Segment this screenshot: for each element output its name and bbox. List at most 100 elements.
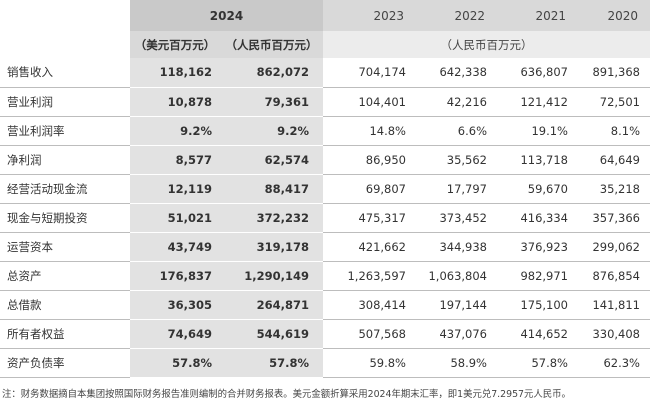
value-2023: 1,263,597 bbox=[323, 261, 416, 291]
value-2024-usd: 51,021 bbox=[130, 203, 220, 233]
value-2024-rmb: 1,290,149 bbox=[220, 261, 323, 291]
table-row: 运营资本 43,749 319,178 421,662 344,938 376,923 29… bbox=[0, 232, 650, 262]
value-2020: 891,368 bbox=[578, 58, 650, 88]
value-2023: 69,807 bbox=[323, 174, 416, 204]
value-2024-rmb: 62,574 bbox=[220, 145, 323, 175]
value-2021: 175,100 bbox=[497, 290, 578, 320]
header-year-2024: 2024 bbox=[130, 0, 323, 31]
value-2022: 1,063,804 bbox=[416, 261, 497, 291]
value-2024-rmb: 319,178 bbox=[220, 232, 323, 262]
table-row: 总借款 36,305 264,871 308,414 197,144 175,100 141… bbox=[0, 290, 650, 320]
value-2024-rmb: 88,417 bbox=[220, 174, 323, 204]
value-2021: 19.1% bbox=[497, 116, 578, 146]
value-2022: 197,144 bbox=[416, 290, 497, 320]
table-row: 销售收入 118,162 862,072 704,174 642,338 636,807 8… bbox=[0, 58, 650, 88]
value-2020: 35,218 bbox=[578, 174, 650, 204]
table-row: 营业利润率 9.2% 9.2% 14.8% 6.6% 19.1% 8.1% bbox=[0, 116, 650, 146]
value-2020: 62.3% bbox=[578, 348, 650, 378]
value-2022: 35,562 bbox=[416, 145, 497, 175]
value-2020: 876,854 bbox=[578, 261, 650, 291]
value-2024-usd: 43,749 bbox=[130, 232, 220, 262]
value-2024-usd: 9.2% bbox=[130, 116, 220, 146]
value-2021: 113,718 bbox=[497, 145, 578, 175]
value-2020: 64,649 bbox=[578, 145, 650, 175]
value-2022: 344,938 bbox=[416, 232, 497, 262]
year-header-row: 2024 2023 2022 2021 2020 bbox=[0, 0, 650, 31]
value-2020: 141,811 bbox=[578, 290, 650, 320]
row-label: 现金与短期投资 bbox=[0, 203, 130, 233]
value-2024-usd: 8,577 bbox=[130, 145, 220, 175]
value-2023: 14.8% bbox=[323, 116, 416, 146]
value-2024-rmb: 372,232 bbox=[220, 203, 323, 233]
value-2020: 72,501 bbox=[578, 87, 650, 117]
value-2024-rmb: 79,361 bbox=[220, 87, 323, 117]
value-2020: 8.1% bbox=[578, 116, 650, 146]
value-2024-rmb: 544,619 bbox=[220, 319, 323, 349]
value-2024-usd: 57.8% bbox=[130, 348, 220, 378]
value-2022: 42,216 bbox=[416, 87, 497, 117]
value-2024-usd: 36,305 bbox=[130, 290, 220, 320]
row-label: 营业利润率 bbox=[0, 116, 130, 146]
value-2021: 59,670 bbox=[497, 174, 578, 204]
row-label: 所有者权益 bbox=[0, 319, 130, 349]
value-2024-rmb: 264,871 bbox=[220, 290, 323, 320]
value-2020: 357,366 bbox=[578, 203, 650, 233]
value-2022: 642,338 bbox=[416, 58, 497, 88]
unit-rmb-history: （人民币百万元） bbox=[323, 31, 650, 58]
value-2022: 6.6% bbox=[416, 116, 497, 146]
financial-table: 2024 2023 2022 2021 2020 （美元百万元） （人民币百万元… bbox=[0, 0, 650, 378]
value-2023: 475,317 bbox=[323, 203, 416, 233]
value-2021: 982,971 bbox=[497, 261, 578, 291]
table-row: 经营活动现金流 12,119 88,417 69,807 17,797 59,670 35,… bbox=[0, 174, 650, 204]
value-2020: 330,408 bbox=[578, 319, 650, 349]
value-2024-usd: 12,119 bbox=[130, 174, 220, 204]
value-2023: 308,414 bbox=[323, 290, 416, 320]
value-2024-rmb: 57.8% bbox=[220, 348, 323, 378]
value-2024-usd: 118,162 bbox=[130, 58, 220, 88]
value-2021: 414,652 bbox=[497, 319, 578, 349]
value-2024-usd: 74,649 bbox=[130, 319, 220, 349]
value-2021: 57.8% bbox=[497, 348, 578, 378]
row-label: 运营资本 bbox=[0, 232, 130, 262]
value-2020: 299,062 bbox=[578, 232, 650, 262]
value-2022: 373,452 bbox=[416, 203, 497, 233]
header-year-2021: 2021 bbox=[497, 0, 578, 31]
footnote: 注：财务数据摘自本集团按照国际财务报告准则编制的合并财务报表。美元金额折算采用2… bbox=[2, 389, 571, 400]
value-2023: 421,662 bbox=[323, 232, 416, 262]
row-label: 总借款 bbox=[0, 290, 130, 320]
value-2022: 17,797 bbox=[416, 174, 497, 204]
unit-header-row: （美元百万元） （人民币百万元） （人民币百万元） bbox=[0, 31, 650, 58]
value-2021: 416,334 bbox=[497, 203, 578, 233]
table-row: 营业利润 10,878 79,361 104,401 42,216 121,412 72,5… bbox=[0, 87, 650, 117]
value-2021: 376,923 bbox=[497, 232, 578, 262]
value-2023: 704,174 bbox=[323, 58, 416, 88]
value-2022: 58.9% bbox=[416, 348, 497, 378]
unit-blank bbox=[0, 31, 130, 58]
unit-rmb: （人民币百万元） bbox=[220, 31, 323, 58]
value-2022: 437,076 bbox=[416, 319, 497, 349]
table-row: 总资产 176,837 1,290,149 1,263,597 1,063,804 982… bbox=[0, 261, 650, 291]
value-2024-rmb: 862,072 bbox=[220, 58, 323, 88]
table-body: 销售收入 118,162 862,072 704,174 642,338 636,807 8… bbox=[0, 58, 650, 378]
row-label: 经营活动现金流 bbox=[0, 174, 130, 204]
header-blank bbox=[0, 0, 130, 31]
header-year-2022: 2022 bbox=[416, 0, 497, 31]
table-row: 现金与短期投资 51,021 372,232 475,317 373,452 416,33… bbox=[0, 203, 650, 233]
value-2024-usd: 10,878 bbox=[130, 87, 220, 117]
row-label: 总资产 bbox=[0, 261, 130, 291]
header-year-2020: 2020 bbox=[578, 0, 650, 31]
row-label: 销售收入 bbox=[0, 58, 130, 88]
value-2024-rmb: 9.2% bbox=[220, 116, 323, 146]
row-label: 净利润 bbox=[0, 145, 130, 175]
table-row: 所有者权益 74,649 544,619 507,568 437,076 414,652 3… bbox=[0, 319, 650, 349]
row-label: 营业利润 bbox=[0, 87, 130, 117]
value-2021: 121,412 bbox=[497, 87, 578, 117]
value-2023: 59.8% bbox=[323, 348, 416, 378]
table-row: 资产负债率 57.8% 57.8% 59.8% 58.9% 57.8% 62.3% bbox=[0, 348, 650, 378]
value-2024-usd: 176,837 bbox=[130, 261, 220, 291]
unit-usd: （美元百万元） bbox=[130, 31, 220, 58]
value-2023: 86,950 bbox=[323, 145, 416, 175]
header-year-2023: 2023 bbox=[323, 0, 416, 31]
value-2021: 636,807 bbox=[497, 58, 578, 88]
